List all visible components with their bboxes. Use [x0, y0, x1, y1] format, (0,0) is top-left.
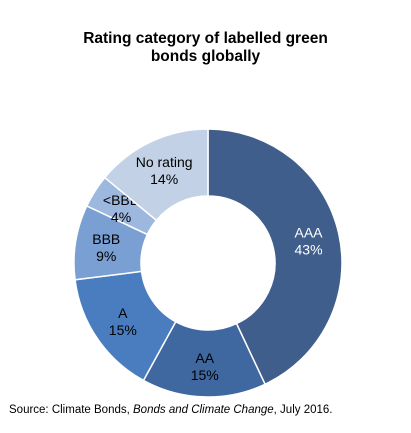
slice-label-aaa: AAA 43% [295, 225, 324, 258]
chart-title: Rating category of labelled green bonds … [0, 30, 411, 66]
slice-value-aaa: 43% [295, 242, 323, 258]
slice-value-a: 15% [109, 322, 137, 338]
slice-label-a: A 15% [109, 305, 137, 338]
slice-category-bbb: BBB [92, 231, 120, 247]
slice-value-bbb: 9% [96, 248, 116, 264]
slice-label-aa: AA 15% [191, 350, 219, 383]
slice-label-no-rating: No rating 14% [136, 154, 193, 187]
slice-label-bbb: BBB 9% [92, 231, 120, 264]
slice-no-rating [103, 128, 209, 222]
slice-value-no-rating: 14% [150, 171, 178, 187]
slice-value-aa: 15% [191, 367, 219, 383]
slice-category-a: A [118, 305, 128, 321]
chart-title-line-1: Rating category of labelled green [83, 30, 328, 47]
source-title: Bonds and Climate Change [133, 404, 274, 416]
source-suffix: , July 2016. [273, 404, 333, 416]
slice-category-no-rating: No rating [136, 154, 193, 170]
source-prefix: Source: Climate Bonds, [9, 404, 134, 416]
slice-aaa [207, 128, 343, 386]
slice-category-aa: AA [195, 350, 214, 366]
chart-title-line-2: bonds globally [150, 48, 261, 65]
slice-value-lt-bbb: 4% [111, 209, 131, 225]
slice-category-aaa: AAA [295, 225, 324, 241]
source-note: Source: Climate Bonds, Bonds and Climate… [9, 404, 409, 416]
